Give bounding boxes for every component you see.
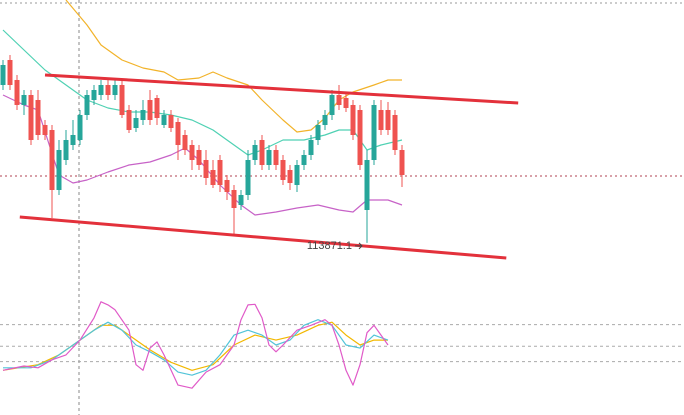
candle-body [21,95,27,105]
oscillator-line [3,319,389,376]
candle-body [35,100,41,135]
candle-body [168,115,174,128]
candle-body [105,85,111,95]
candle-body [217,160,223,185]
candle-body [175,122,181,145]
candle-body [371,105,377,160]
candle-body [322,115,328,125]
candle-body [147,100,153,120]
candle-body [329,95,335,115]
candle-body [77,115,83,140]
candle-body [91,90,97,100]
candle-body [196,150,202,165]
candle-body [301,155,307,165]
candle-body [98,85,104,95]
candle-body [245,160,251,195]
candle-body [252,145,258,160]
candle-body [161,115,167,125]
candle-body [56,150,62,190]
candle-body [399,150,405,175]
candle-body [231,190,237,208]
candle-body [126,110,132,130]
candle-body [280,160,286,180]
candle-body [308,140,314,155]
band-line [65,0,402,133]
candle-body [350,105,356,135]
candle-body [203,160,209,178]
candle-body [378,110,384,130]
candle-body [189,145,195,160]
low-annotation: 113871.1 [307,240,352,252]
trend-line [44,73,519,105]
candle-body [133,118,139,128]
oscillator-pane [0,301,684,389]
annotation-arrow [355,242,363,250]
candle-body [336,95,342,105]
candle-body [140,110,146,120]
candle-body [84,95,90,115]
candle-body [182,135,188,150]
candle-body [392,115,398,150]
candle-body [70,135,76,145]
candle-body [315,125,321,140]
candle-body [49,130,55,190]
oscillator-line [2,301,389,389]
candle-body [119,85,125,115]
candle-body [259,140,265,165]
candle-body [273,150,279,165]
candle-body [112,85,118,95]
candle-body [42,125,48,135]
candle-body [343,98,349,108]
band-line [2,29,403,156]
trend-line [19,215,507,260]
band-line [2,94,403,216]
candle-body [210,170,216,185]
candle-body [7,60,13,85]
candle-body [63,140,69,160]
candle-body [287,170,293,183]
candle-body [357,110,363,165]
candle-body [0,65,6,85]
candle-body [14,80,20,105]
candle-body [238,195,244,205]
candle-body [385,110,391,130]
candle-body [154,98,160,118]
candle-body [266,150,272,165]
candle-body [224,180,230,192]
candle-body [364,160,370,210]
candle-body [28,95,34,140]
price-pane: 113871.1 [0,0,684,260]
candle-body [294,165,300,185]
